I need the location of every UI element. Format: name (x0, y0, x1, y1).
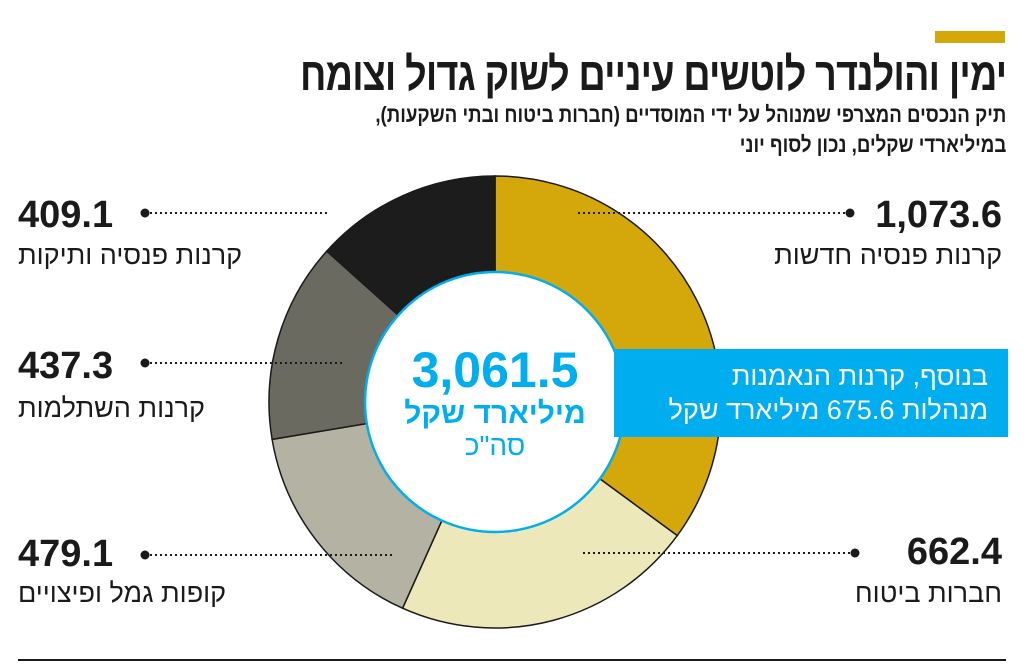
chart-title: ימין והולנדר לוטשים עיניים לשוק גדול וצו… (299, 48, 1007, 100)
value-label-new-pension: 1,073.6 (875, 194, 1002, 236)
chart-subtitle: תיק הנכסים המצרפי שמנוהל על ידי המוסדיים… (375, 100, 1006, 160)
subtitle-line-1: תיק הנכסים המצרפי שמנוהל על ידי המוסדיים… (374, 102, 1006, 127)
center-total: 3,061.5 מיליארד שקל סה"כ (365, 330, 625, 462)
total-value: 3,061.5 (411, 342, 579, 398)
bottom-rule (18, 659, 1006, 661)
category-label-old-pension: קרנות פנסיה ותיקות (18, 240, 243, 270)
leader-dot-4 (140, 208, 150, 218)
category-label-study-funds: קרנות השתלמות (18, 393, 205, 423)
category-label-insurance: חברות ביטוח (854, 578, 1002, 608)
leader-dot-0 (845, 208, 855, 218)
value-label-old-pension: 409.1 (18, 194, 114, 236)
mutual-funds-note: בנוסף, קרנות הנאמנות מנהלות 675.6 מיליאר… (614, 349, 1008, 437)
accent-bar (935, 31, 1005, 43)
leader-dot-2 (140, 550, 150, 560)
note-line-1: בנוסף, קרנות הנאמנות (731, 361, 988, 391)
value-label-insurance: 662.4 (906, 531, 1002, 573)
category-label-provident: קופות גמל ופיצויים (18, 578, 227, 608)
category-label-new-pension: קרנות פנסיה חדשות (774, 240, 1002, 270)
leader-dot-1 (850, 548, 860, 558)
total-unit: מיליארד שקל (404, 397, 586, 430)
leader-dot-3 (140, 358, 150, 368)
value-label-study-funds: 437.3 (18, 345, 114, 387)
note-line-2: מנהלות 675.6 מיליארד שקל (668, 395, 988, 425)
subtitle-line-2: במיליארדי שקלים, נכון לסוף יוני (739, 132, 1006, 157)
value-label-provident: 479.1 (18, 533, 114, 575)
total-label: סה"כ (464, 430, 526, 461)
